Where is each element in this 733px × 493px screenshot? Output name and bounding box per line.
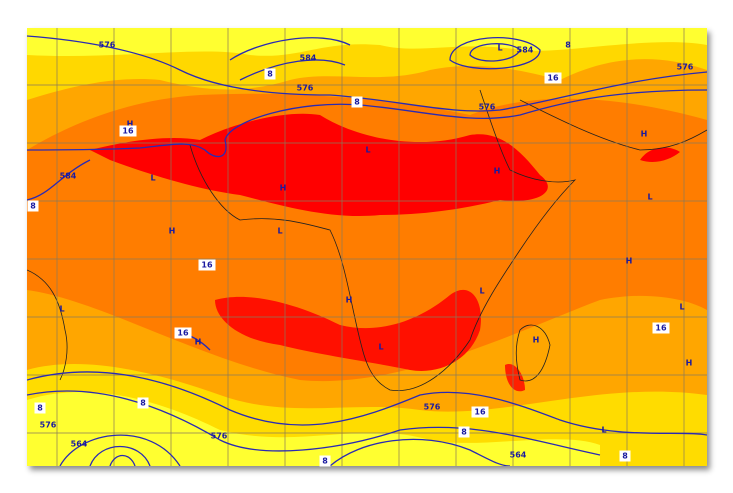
- map-label: L: [365, 146, 370, 155]
- map-label: H: [346, 296, 353, 305]
- red-north: [90, 113, 548, 216]
- map-label: H: [641, 130, 648, 139]
- map-label: 8: [30, 202, 36, 211]
- coast-madagascar: [515, 324, 551, 382]
- map-label: L: [277, 227, 282, 236]
- map-label: 8: [322, 457, 328, 466]
- red-east: [640, 147, 680, 163]
- label-box: [198, 259, 216, 271]
- map-label: 576: [40, 421, 57, 430]
- map-label: 16: [655, 324, 667, 333]
- map-label: H: [169, 227, 176, 236]
- map-label: H: [195, 338, 202, 347]
- map-label: 8: [267, 70, 273, 79]
- coast-arabia: [519, 99, 707, 151]
- label-box: [544, 72, 562, 84]
- map-label: 584: [517, 46, 534, 55]
- map-label: 16: [547, 74, 559, 83]
- map-label: 16: [122, 127, 134, 136]
- map-label: H: [626, 257, 633, 266]
- map-label: 576: [297, 84, 314, 93]
- coast-america: [27, 269, 68, 381]
- yellow-north-core: [27, 28, 707, 57]
- map-label: 16: [177, 329, 189, 338]
- label-box: [351, 96, 363, 108]
- map-label: H: [533, 336, 540, 345]
- coast-africa: [189, 89, 577, 392]
- label-box: [27, 200, 39, 212]
- label-box: [34, 402, 46, 414]
- map-label: 576: [99, 41, 116, 50]
- map-label: 576: [479, 103, 496, 112]
- label-box: [619, 450, 631, 462]
- map-label: H: [280, 184, 287, 193]
- map-label: L: [601, 426, 606, 435]
- map-label: L: [59, 305, 64, 314]
- graticule: [27, 28, 707, 466]
- map-label: L: [497, 44, 502, 53]
- label-box: [174, 327, 192, 339]
- map-label: L: [479, 287, 484, 296]
- label-box: [458, 426, 470, 438]
- label-box: [319, 455, 331, 467]
- label-box: [119, 125, 137, 137]
- map-label: 576: [211, 432, 228, 441]
- red-madagascar: [505, 364, 525, 392]
- label-box: [471, 406, 489, 418]
- yellow-south-core: [27, 391, 600, 466]
- map-label: 584: [60, 172, 77, 181]
- map-label: 8: [565, 41, 571, 50]
- map-label: 8: [461, 428, 467, 437]
- isolines: [27, 35, 707, 466]
- label-box: [137, 397, 149, 409]
- map-label: 564: [510, 451, 527, 460]
- map-label: 8: [622, 452, 628, 461]
- map-label: 576: [424, 403, 441, 412]
- map-label: H: [127, 120, 134, 129]
- map-label: 584: [300, 54, 317, 63]
- map-label: L: [150, 174, 155, 183]
- map-label: 16: [474, 408, 486, 417]
- map-label: H: [494, 167, 501, 176]
- map-label: 576: [677, 63, 694, 72]
- map-label: 8: [354, 98, 360, 107]
- label-box: [652, 322, 670, 334]
- map-label: 564: [71, 440, 88, 449]
- map-label: L: [647, 193, 652, 202]
- map-label: L: [679, 303, 684, 312]
- map-label: L: [378, 343, 383, 352]
- map-label: 8: [140, 399, 146, 408]
- map-label: 8: [37, 404, 43, 413]
- field: [27, 28, 707, 466]
- map-label: 16: [201, 261, 213, 270]
- red-south: [215, 289, 481, 371]
- map-label: H: [686, 359, 693, 368]
- label-box: [264, 68, 276, 80]
